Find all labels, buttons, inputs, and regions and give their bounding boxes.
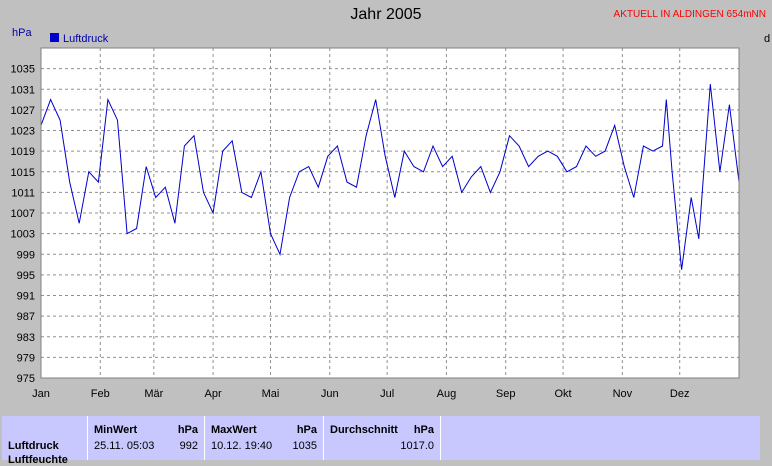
avg-value: 1017.0 <box>400 440 434 452</box>
avg-header: Durchschnitt <box>330 424 398 436</box>
series-line-luftdruck <box>40 84 740 270</box>
x-tick-label: Apr <box>205 388 222 400</box>
stats-table: Luftdruck Luftfeuchte MinWert hPa 25.11.… <box>0 414 772 466</box>
y-tick-label: 1003 <box>11 229 35 241</box>
y-tick-label: 1015 <box>11 167 35 179</box>
stats-row-labels: Luftdruck Luftfeuchte <box>2 416 88 466</box>
edge-fragment: d <box>764 33 770 45</box>
x-tick-label: Jul <box>380 388 394 400</box>
x-tick-label: Mai <box>262 388 280 400</box>
y-tick-label: 991 <box>17 291 35 303</box>
row-label-luftdruck: Luftdruck <box>8 440 59 452</box>
max-value: 1035 <box>292 440 317 452</box>
chart-title: Jahr 2005 <box>350 6 422 23</box>
x-tick-label: Sep <box>496 388 516 400</box>
pressure-chart: 975 979 983 987 991 995 999 1003 1007 1011 1015 101… <box>10 27 771 400</box>
row-label-luftfeuchte: Luftfeuchte <box>8 454 68 466</box>
max-date: 10.12. 19:40 <box>211 440 273 452</box>
location-badge: AKTUELL IN ALDINGEN 654mNN <box>613 9 766 20</box>
max-unit: hPa <box>296 424 317 436</box>
x-tick-label: Jun <box>321 388 339 400</box>
y-tick-label: 983 <box>17 332 35 344</box>
stats-empty-cell <box>441 416 760 460</box>
x-tick-label: Feb <box>91 388 110 400</box>
x-tick-label: Mär <box>144 388 163 400</box>
y-tick-label: 1023 <box>11 126 35 138</box>
y-tick-label: 1011 <box>11 187 35 199</box>
y-tick-label: 979 <box>17 352 35 364</box>
max-header: MaxWert <box>211 424 257 436</box>
stats-avg-cell: Durchschnitt hPa 1017.0 <box>324 416 441 460</box>
avg-unit: hPa <box>413 424 434 436</box>
stats-max-cell: MaxWert hPa 10.12. 19:40 1035 <box>205 416 324 460</box>
min-unit: hPa <box>177 424 198 436</box>
y-tick-label: 1007 <box>11 208 35 220</box>
y-axis-ticks: 975 979 983 987 991 995 999 1003 1007 1011 1015 101… <box>11 64 35 385</box>
x-tick-label: Dez <box>670 388 690 400</box>
stats-min-cell: MinWert hPa 25.11. 05:03 992 <box>88 416 205 460</box>
x-tick-label: Okt <box>555 388 572 400</box>
x-tick-label: Nov <box>613 388 633 400</box>
y-tick-label: 995 <box>17 270 35 282</box>
legend-swatch <box>50 33 59 42</box>
x-axis-ticks: Jan Feb Mär Apr Mai Jun Jul Aug Sep Okt Nov Dez <box>32 388 689 400</box>
y-tick-label: 975 <box>17 373 35 385</box>
plot-border <box>40 47 740 379</box>
x-tick-label: Jan <box>32 388 50 400</box>
y-tick-label: 999 <box>17 249 35 261</box>
y-tick-label: 987 <box>17 311 35 323</box>
x-tick-label: Aug <box>437 388 457 400</box>
y-tick-label: 1035 <box>11 64 35 76</box>
y-tick-label: 1027 <box>11 105 35 117</box>
chart-grid <box>41 48 739 378</box>
min-value: 992 <box>179 440 198 452</box>
min-date: 25.11. 05:03 <box>94 440 155 452</box>
y-tick-label: 1031 <box>11 84 35 96</box>
legend-label: Luftdruck <box>63 33 109 45</box>
y-tick-label: 1019 <box>11 146 35 158</box>
min-header: MinWert <box>94 424 138 436</box>
y-axis-label: hPa <box>12 27 32 39</box>
